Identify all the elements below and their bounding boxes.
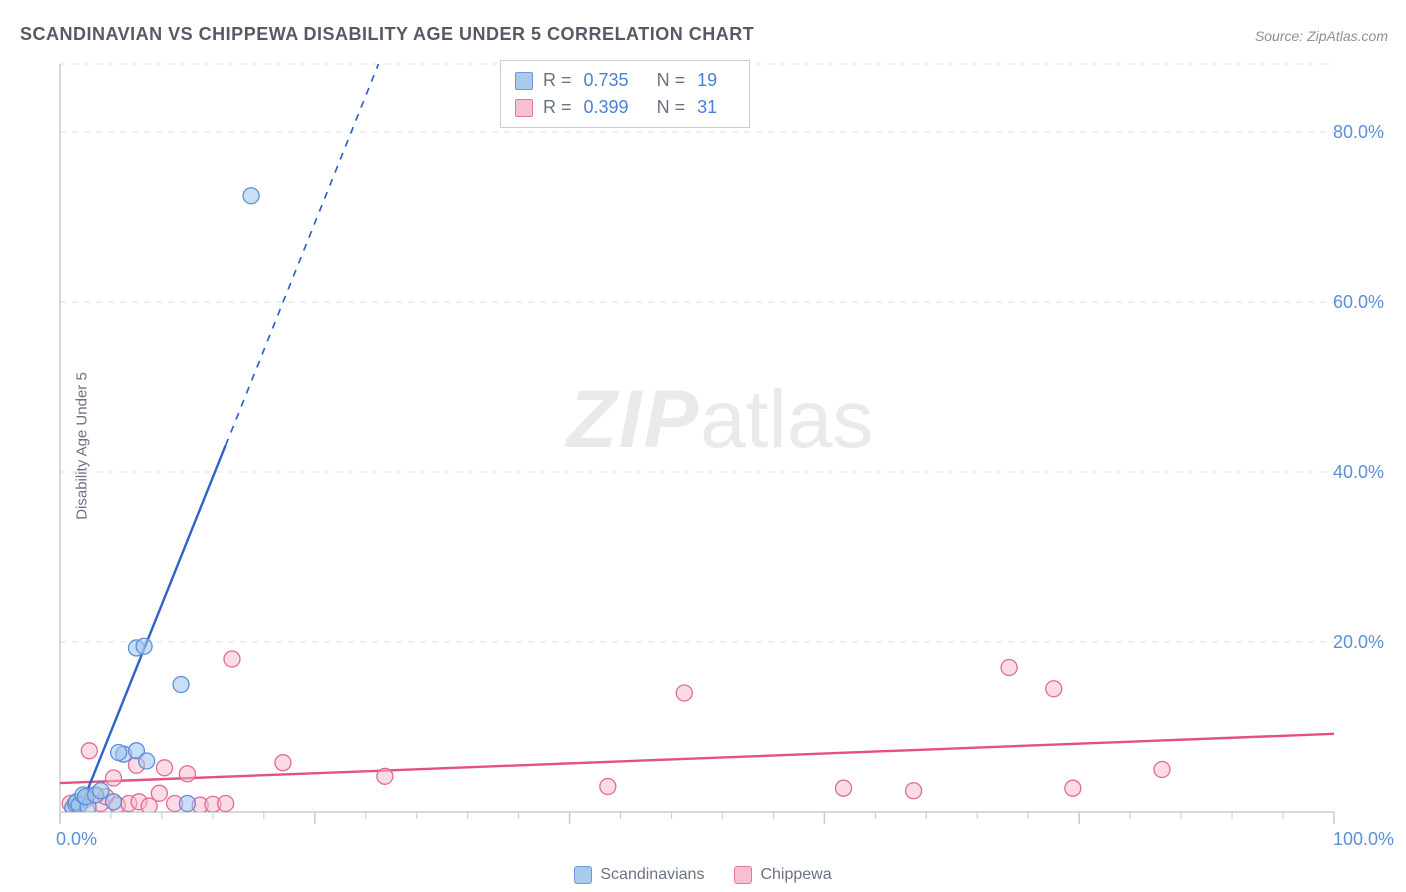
swatch-scandinavian <box>515 72 533 90</box>
legend-swatch-scandinavian <box>574 866 592 884</box>
svg-text:20.0%: 20.0% <box>1333 632 1384 652</box>
svg-text:80.0%: 80.0% <box>1333 122 1384 142</box>
scatter-chart: 20.0% 40.0% 60.0% 80.0% <box>46 56 1394 848</box>
bottom-legend: Scandinavians Chippewa <box>0 866 1406 884</box>
svg-text:60.0%: 60.0% <box>1333 292 1384 312</box>
stats-r-label: R = <box>543 94 572 121</box>
stats-r-label: R = <box>543 67 572 94</box>
swatch-chippewa <box>515 99 533 117</box>
legend-label-scandinavian: Scandinavians <box>600 866 704 884</box>
stats-row-chippewa: R = 0.399 N = 31 <box>515 94 735 121</box>
stats-n-value-chippewa: 31 <box>697 94 717 121</box>
x-axis-min-label: 0.0% <box>56 829 97 850</box>
stats-n-value-scandinavian: 19 <box>697 67 717 94</box>
x-axis-max-label: 100.0% <box>1333 829 1394 850</box>
svg-text:40.0%: 40.0% <box>1333 462 1384 482</box>
stats-n-label: N = <box>657 94 686 121</box>
legend-item-scandinavian: Scandinavians <box>574 866 704 884</box>
stats-row-scandinavian: R = 0.735 N = 19 <box>515 67 735 94</box>
legend-swatch-chippewa <box>734 866 752 884</box>
plot-area: ZIPatlas 20.0%40.0%60.0%80.0% R = 0.735 … <box>46 56 1394 848</box>
chart-title: SCANDINAVIAN VS CHIPPEWA DISABILITY AGE … <box>20 24 754 45</box>
source-attribution: Source: ZipAtlas.com <box>1255 28 1388 44</box>
stats-legend-box: R = 0.735 N = 19 R = 0.399 N = 31 <box>500 60 750 128</box>
legend-label-chippewa: Chippewa <box>760 866 831 884</box>
stats-r-value-chippewa: 0.399 <box>584 94 629 121</box>
legend-item-chippewa: Chippewa <box>734 866 831 884</box>
stats-n-label: N = <box>657 67 686 94</box>
stats-r-value-scandinavian: 0.735 <box>584 67 629 94</box>
